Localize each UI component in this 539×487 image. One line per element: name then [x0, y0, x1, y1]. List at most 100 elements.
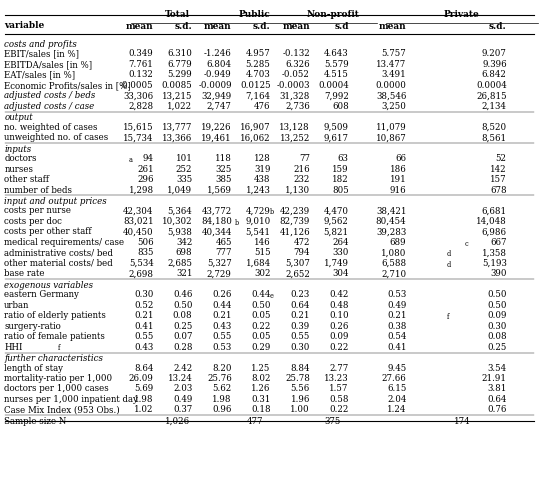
Text: 1.02: 1.02: [134, 405, 154, 414]
Text: 2,134: 2,134: [482, 102, 507, 111]
Text: 0.10: 0.10: [329, 311, 349, 320]
Text: 477: 477: [247, 417, 263, 426]
Text: 916: 916: [390, 186, 406, 194]
Text: 0.132: 0.132: [129, 70, 154, 79]
Text: 2.03: 2.03: [173, 384, 192, 393]
Text: no. weighted of cases: no. weighted of cases: [4, 123, 98, 131]
Text: b: b: [270, 208, 274, 216]
Text: Case Mix Index (953 Obs.): Case Mix Index (953 Obs.): [4, 405, 120, 414]
Text: 43,772: 43,772: [202, 206, 232, 215]
Text: mean: mean: [204, 22, 232, 31]
Text: 0.30: 0.30: [134, 290, 154, 299]
Text: 805: 805: [332, 186, 349, 194]
Text: 6.779: 6.779: [168, 60, 192, 69]
Text: unweighted no. of cases: unweighted no. of cases: [4, 133, 108, 142]
Text: 0.09: 0.09: [487, 311, 507, 320]
Text: variable: variable: [4, 21, 45, 30]
Text: 25.76: 25.76: [207, 374, 232, 383]
Text: 6,588: 6,588: [381, 259, 406, 268]
Text: costs per other staff: costs per other staff: [4, 227, 92, 236]
Text: 13,252: 13,252: [280, 133, 310, 142]
Text: -0.0003: -0.0003: [277, 81, 310, 90]
Text: 42,239: 42,239: [280, 206, 310, 215]
Text: b: b: [234, 219, 239, 227]
Text: 1,358: 1,358: [482, 248, 507, 257]
Text: medical requirements/ case: medical requirements/ case: [4, 238, 125, 247]
Text: 5.285: 5.285: [246, 60, 271, 69]
Text: s.d.: s.d.: [175, 22, 192, 31]
Text: f: f: [447, 313, 450, 321]
Text: 0.50: 0.50: [487, 300, 507, 310]
Text: nurses: nurses: [4, 165, 33, 173]
Text: 678: 678: [490, 186, 507, 194]
Text: 8.20: 8.20: [212, 363, 232, 373]
Text: 0.30: 0.30: [291, 342, 310, 352]
Text: 1.98: 1.98: [212, 395, 232, 404]
Text: 5.299: 5.299: [168, 70, 192, 79]
Text: 33,306: 33,306: [123, 91, 154, 100]
Text: 472: 472: [293, 238, 310, 247]
Text: 325: 325: [216, 165, 232, 173]
Text: 6.15: 6.15: [387, 384, 406, 393]
Text: 5,821: 5,821: [323, 227, 349, 236]
Text: 2,828: 2,828: [128, 102, 154, 111]
Text: 375: 375: [324, 417, 341, 426]
Text: 0.30: 0.30: [487, 321, 507, 331]
Text: 52: 52: [496, 154, 507, 163]
Text: administrative costs/ bed: administrative costs/ bed: [4, 248, 113, 257]
Text: 8,561: 8,561: [481, 133, 507, 142]
Text: 9.207: 9.207: [482, 49, 507, 58]
Text: 84,180: 84,180: [201, 217, 232, 226]
Text: 0.44: 0.44: [251, 290, 271, 299]
Text: 0.0085: 0.0085: [162, 81, 192, 90]
Text: 252: 252: [176, 165, 192, 173]
Text: 40,344: 40,344: [202, 227, 232, 236]
Text: 0.08: 0.08: [173, 311, 192, 320]
Text: f: f: [58, 344, 60, 353]
Text: 13,777: 13,777: [162, 123, 192, 131]
Text: 5,364: 5,364: [168, 206, 192, 215]
Text: 0.22: 0.22: [251, 321, 271, 331]
Text: mean: mean: [379, 22, 406, 31]
Text: 8.64: 8.64: [134, 363, 154, 373]
Text: 4,729: 4,729: [246, 206, 271, 215]
Text: a: a: [128, 156, 132, 164]
Text: urban: urban: [4, 300, 30, 310]
Text: 13.477: 13.477: [376, 60, 406, 69]
Text: 0.52: 0.52: [134, 300, 154, 310]
Text: -0.0005: -0.0005: [120, 81, 154, 90]
Text: 32,949: 32,949: [202, 91, 232, 100]
Text: 1.00: 1.00: [291, 405, 310, 414]
Text: 1.26: 1.26: [251, 384, 271, 393]
Text: 0.43: 0.43: [134, 342, 154, 352]
Text: inputs: inputs: [4, 145, 31, 153]
Text: 0.50: 0.50: [173, 300, 192, 310]
Text: 608: 608: [332, 102, 349, 111]
Text: ratio of elderly patients: ratio of elderly patients: [4, 311, 106, 320]
Text: 0.29: 0.29: [251, 342, 271, 352]
Text: 0.55: 0.55: [134, 332, 154, 341]
Text: 1,243: 1,243: [246, 186, 271, 194]
Text: 0.50: 0.50: [487, 290, 507, 299]
Text: 10,867: 10,867: [376, 133, 406, 142]
Text: 1,049: 1,049: [167, 186, 192, 194]
Text: 0.22: 0.22: [329, 342, 349, 352]
Text: 1.57: 1.57: [329, 384, 349, 393]
Text: 182: 182: [332, 175, 349, 184]
Text: costs per doc: costs per doc: [4, 217, 62, 226]
Text: 2,747: 2,747: [207, 102, 232, 111]
Text: 0.64: 0.64: [487, 395, 507, 404]
Text: 0.58: 0.58: [329, 395, 349, 404]
Text: 38,421: 38,421: [376, 206, 406, 215]
Text: 264: 264: [332, 238, 349, 247]
Text: 66: 66: [396, 154, 406, 163]
Text: 7.761: 7.761: [129, 60, 154, 69]
Text: 0.44: 0.44: [212, 300, 232, 310]
Text: 304: 304: [332, 269, 349, 278]
Text: 0.26: 0.26: [212, 290, 232, 299]
Text: -1.246: -1.246: [204, 49, 232, 58]
Text: 689: 689: [390, 238, 406, 247]
Text: doctors per 1,000 cases: doctors per 1,000 cases: [4, 384, 109, 393]
Text: 13,366: 13,366: [162, 133, 192, 142]
Text: 777: 777: [215, 248, 232, 257]
